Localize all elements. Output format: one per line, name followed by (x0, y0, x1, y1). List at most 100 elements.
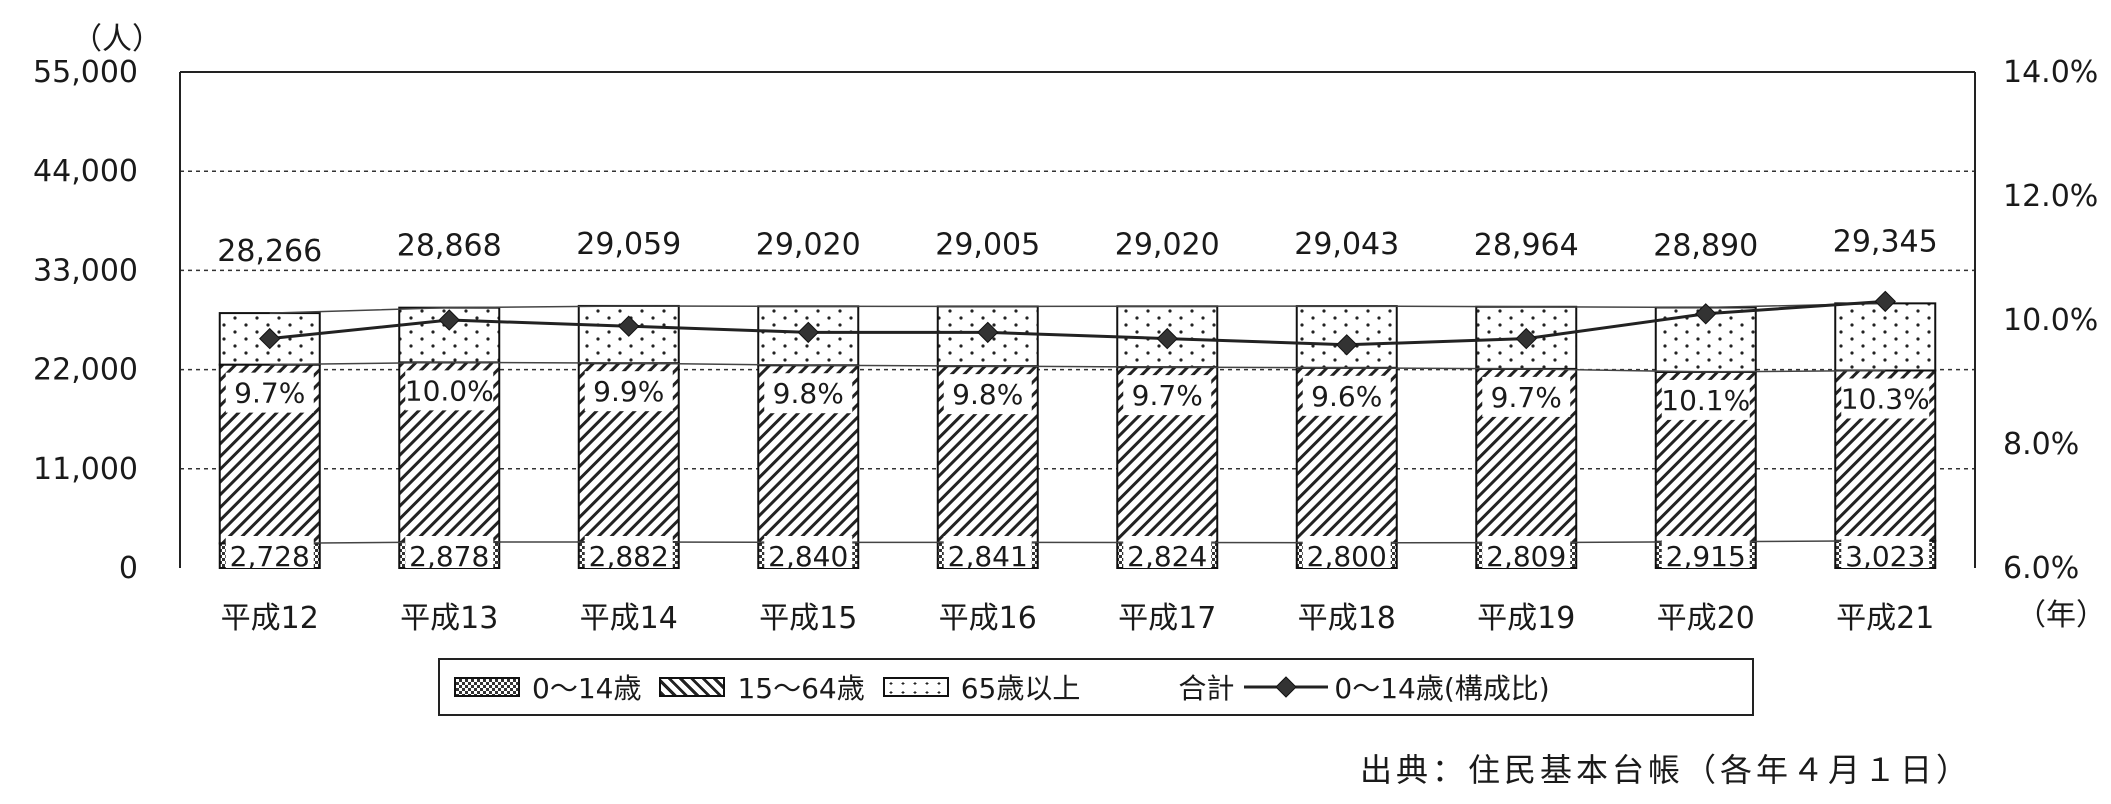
ratio-marker (1695, 303, 1717, 325)
y-right-tick-label: 8.0% (2003, 427, 2079, 462)
age-0-14-label-bg (943, 536, 1032, 568)
ratio-marker (1156, 327, 1178, 350)
ratio-value-label: 9.8% (952, 378, 1023, 411)
total-value-label: 29,345 (1833, 224, 1938, 259)
ratio-line (269, 299, 1886, 347)
total-value-label: 29,020 (756, 227, 861, 262)
age-0-14-label-bg (1841, 536, 1930, 568)
total-value-label: 28,266 (217, 234, 322, 269)
legend-item-0-14: 0～14歳 (454, 667, 641, 707)
total-line (269, 302, 1886, 314)
x-tick-label: 平成17 (1118, 601, 1216, 636)
x-tick-label: 平成20 (1657, 601, 1755, 636)
y-left-tick-label: 55,000 (33, 55, 138, 90)
age-0-14-value-label: 2,840 (768, 540, 848, 573)
total-value-label: 28,868 (397, 229, 502, 264)
ratio-value-label: 10.0% (405, 374, 494, 407)
ratio-label-bg (225, 372, 314, 413)
legend-label-65-plus: 65歳以上 (960, 672, 1081, 705)
legend-label-total: 合計 (1178, 672, 1235, 705)
labels: 28,266 9.7% 2,728 28,868 10.0% 2,878 29,059 9.9… (217, 224, 1937, 573)
age-0-14-value-label: 2,800 (1307, 540, 1387, 573)
cumulative-15-64-line (269, 361, 1886, 373)
y-right-tick-label: 12.0% (2003, 179, 2098, 214)
axes: 0 11,000 22,000 33,000 44,000 55,000 6.0% 8.0% 1… (33, 55, 2098, 636)
ratio-label-bg (1661, 379, 1750, 420)
legend-label-0-14: 0～14歳 (532, 672, 642, 705)
age-0-14-label-bg (1123, 536, 1212, 568)
total-value-label: 29,059 (576, 227, 681, 262)
y-right-tick-label: 10.0% (2003, 303, 2098, 338)
age-0-14-value-label: 2,824 (1127, 540, 1207, 573)
x-tick-label: 平成14 (580, 601, 678, 636)
left-axis-unit: （人） (72, 22, 162, 57)
ratio-value-label: 9.8% (773, 377, 844, 410)
right-axis-unit: （年） (2016, 598, 2106, 633)
ratio-value-label: 9.6% (1311, 380, 1382, 413)
x-tick-label: 平成19 (1477, 601, 1575, 636)
age-0-14-value-label: 2,915 (1666, 540, 1746, 573)
total-value-label: 28,964 (1474, 228, 1579, 263)
legend-label-ratio: 0～14歳(構成比) (1334, 672, 1550, 705)
age-0-14-label-bg (1302, 536, 1391, 568)
legend-item-ratio: 0～14歳(構成比) (1244, 667, 1550, 707)
x-tick-label: 平成21 (1836, 601, 1934, 636)
age-0-14-label-bg (1661, 536, 1750, 568)
ratio-label-bg (584, 371, 673, 412)
ratio-value-label: 10.3% (1841, 382, 1930, 415)
age-0-14-label-bg (584, 536, 673, 568)
ratio-label-bg (1123, 375, 1212, 416)
legend-swatch-0-14 (454, 677, 520, 697)
ratio-marker (1874, 290, 1896, 313)
lines (259, 290, 1896, 545)
ratio-marker (1515, 327, 1537, 350)
legend-line-marker (1244, 676, 1329, 698)
x-tick-label: 平成12 (221, 601, 319, 636)
ratio-value-label: 10.1% (1661, 384, 1750, 417)
ratio-marker (797, 321, 819, 344)
y-left-tick-label: 22,000 (33, 353, 138, 388)
x-tick-label: 平成16 (939, 601, 1037, 636)
age-0-14-label-bg (764, 536, 853, 568)
legend: 0～14歳 15～64歳 65歳以上 合計 0～14歳(構成比) (438, 658, 1754, 716)
age-0-14-label-bg (405, 536, 494, 568)
age-0-14-value-label: 2,878 (409, 540, 489, 573)
total-value-label: 28,890 (1653, 228, 1758, 263)
age-0-14-label-bg (1482, 536, 1571, 568)
ratio-marker (618, 315, 640, 337)
ratio-label-bg (943, 374, 1032, 415)
y-left-tick-label: 11,000 (33, 452, 138, 487)
total-value-label: 29,043 (1294, 227, 1399, 262)
age-0-14-value-label: 3,023 (1845, 540, 1925, 573)
ratio-label-bg (1482, 376, 1571, 417)
x-tick-label: 平成15 (759, 601, 857, 636)
y-right-tick-label: 6.0% (2003, 551, 2079, 586)
ratio-label-bg (405, 370, 494, 411)
ratio-label-bg (1841, 378, 1930, 419)
bar-segment-65-plus (1834, 302, 1937, 372)
legend-swatch-65-plus (882, 677, 949, 697)
age-0-14-line (269, 539, 1886, 545)
y-left-tick-label: 0 (119, 551, 138, 586)
y-left-tick-label: 33,000 (33, 253, 138, 288)
age-0-14-value-label: 2,882 (589, 540, 669, 573)
age-0-14-value-label: 2,809 (1486, 540, 1566, 573)
ratio-marker (977, 321, 999, 344)
x-tick-label: 平成13 (400, 601, 498, 636)
total-value-label: 29,005 (935, 227, 1040, 262)
ratio-value-label: 9.7% (234, 377, 305, 410)
ratio-value-label: 9.9% (593, 375, 664, 408)
ratio-label-bg (1302, 375, 1391, 416)
y-right-tick-label: 14.0% (2003, 55, 2098, 90)
x-tick-label: 平成18 (1298, 601, 1396, 636)
ratio-marker (1336, 334, 1358, 356)
source-note: 出典：住民基本台帳（各年４月１日） (1360, 751, 1973, 789)
ratio-marker (259, 327, 281, 350)
total-value-label: 29,020 (1115, 227, 1220, 262)
age-0-14-value-label: 2,841 (948, 540, 1028, 573)
age-0-14-label-bg (225, 536, 314, 568)
y-left-tick-label: 44,000 (33, 154, 138, 189)
ratio-marker (438, 309, 460, 331)
legend-item-65-plus: 65歳以上 (882, 667, 1081, 707)
